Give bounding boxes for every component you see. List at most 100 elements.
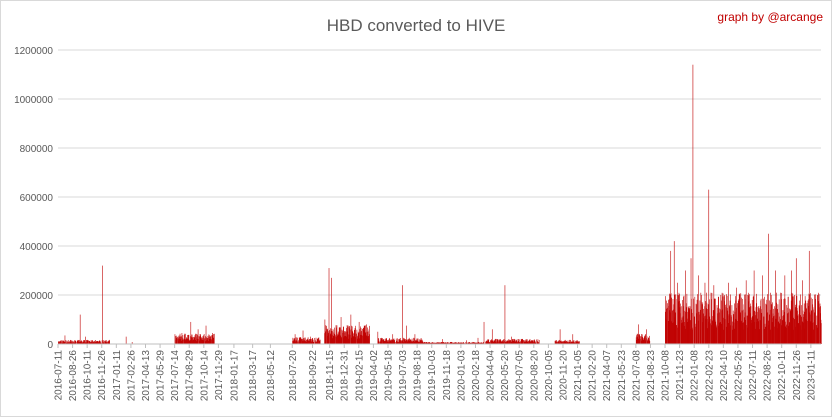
- bar: [711, 299, 712, 344]
- bar: [362, 329, 363, 344]
- bar: [808, 306, 809, 344]
- bar: [805, 318, 806, 344]
- bar: [495, 339, 497, 344]
- bar: [419, 339, 420, 344]
- bar: [806, 319, 807, 344]
- bar: [79, 339, 80, 344]
- bar: [388, 339, 390, 344]
- bar: [299, 337, 301, 344]
- bar: [637, 333, 639, 344]
- bar: [795, 307, 796, 344]
- bar: [486, 341, 488, 344]
- bar: [643, 339, 644, 344]
- bar: [326, 326, 327, 344]
- x-axis-ticks: 2016-07-11 2016-08-26 2016-10-11 2016-11-26…: [54, 344, 817, 402]
- bar: [666, 307, 668, 344]
- bar: [423, 342, 424, 344]
- bar: [80, 342, 82, 344]
- bar: [69, 341, 71, 344]
- bar: [208, 334, 210, 344]
- bar: [104, 340, 105, 344]
- bar: [337, 333, 339, 344]
- bar: [525, 339, 526, 344]
- bar: [475, 342, 477, 344]
- bar: [407, 341, 408, 344]
- bar: [386, 339, 387, 344]
- bar: [398, 339, 400, 344]
- bar: [433, 342, 435, 344]
- bar: [487, 339, 488, 344]
- bar: [74, 340, 75, 344]
- bar: [685, 270, 686, 344]
- bar: [559, 339, 560, 344]
- bar: [532, 340, 534, 344]
- bar: [396, 342, 398, 344]
- bar: [293, 341, 295, 344]
- x-tick-label: 2022-10-11: [777, 350, 788, 401]
- bar: [517, 341, 518, 344]
- bar: [90, 342, 92, 344]
- bar: [679, 294, 680, 344]
- bar: [752, 316, 754, 344]
- bar: [207, 335, 209, 344]
- bar: [458, 342, 459, 344]
- bar: [420, 339, 421, 344]
- bar: [87, 340, 89, 344]
- bar: [298, 341, 300, 344]
- bar: [422, 341, 423, 344]
- bar: [99, 340, 100, 344]
- bar: [471, 342, 473, 344]
- bar: [453, 342, 455, 344]
- bar: [560, 340, 562, 344]
- bar: [668, 299, 669, 344]
- bar: [528, 341, 529, 344]
- bar: [193, 339, 194, 344]
- bar: [362, 335, 364, 344]
- bar: [564, 341, 565, 344]
- bar: [804, 296, 806, 344]
- bar: [776, 319, 778, 344]
- bar: [645, 334, 646, 344]
- bar: [688, 308, 690, 344]
- bar: [691, 329, 693, 344]
- bar: [106, 342, 108, 344]
- bar: [750, 313, 751, 344]
- bar: [681, 319, 682, 344]
- bar: [198, 339, 199, 344]
- bar: [385, 341, 386, 344]
- bar: [201, 339, 203, 344]
- bar: [102, 342, 104, 344]
- bar: [506, 341, 508, 344]
- bar: [387, 340, 389, 344]
- bar: [757, 311, 758, 344]
- bar: [667, 321, 669, 344]
- bar: [801, 316, 802, 344]
- bar: [705, 318, 707, 344]
- bar: [352, 333, 354, 344]
- bar: [809, 312, 811, 344]
- bar: [672, 298, 674, 344]
- bar: [742, 304, 744, 344]
- bar: [501, 341, 502, 344]
- bar: [98, 340, 100, 344]
- x-tick-label: 2020-07-05: [515, 350, 526, 402]
- bar: [704, 282, 706, 344]
- x-tick-label: 2017-01-11: [112, 350, 123, 401]
- bar: [330, 330, 332, 344]
- bar: [533, 341, 534, 344]
- bar: [737, 300, 739, 344]
- bar: [560, 342, 562, 344]
- bar: [96, 341, 97, 344]
- bar: [731, 316, 732, 344]
- bar: [671, 297, 672, 344]
- bar: [306, 339, 308, 344]
- bar: [682, 316, 684, 344]
- bar: [784, 298, 786, 344]
- bar: [795, 326, 797, 344]
- bar: [302, 330, 304, 344]
- bar: [412, 340, 413, 344]
- bar: [411, 340, 413, 344]
- bar: [328, 268, 330, 344]
- x-tick-label: 2020-01-03: [456, 350, 467, 402]
